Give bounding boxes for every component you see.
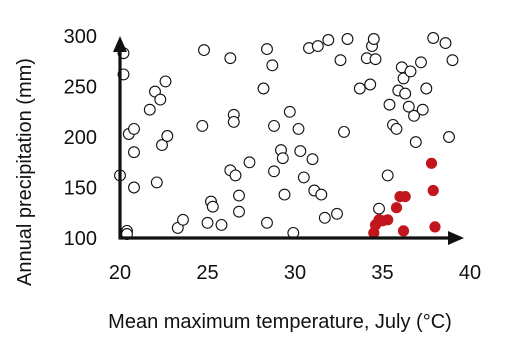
data-point-filled xyxy=(390,202,403,214)
data-point-open xyxy=(408,109,420,122)
data-point-open xyxy=(128,122,140,135)
y-tick-label: 250 xyxy=(64,77,97,99)
data-point-open xyxy=(331,207,343,220)
data-point-open xyxy=(268,119,280,132)
data-point-open xyxy=(161,130,174,142)
y-tick-label: 300 xyxy=(64,26,97,48)
data-point-open xyxy=(416,103,429,116)
data-point-open xyxy=(261,43,273,56)
data-point-open xyxy=(159,75,172,88)
data-point-open xyxy=(233,189,245,202)
x-axis-title: Mean maximum temperature, July (°C) xyxy=(108,311,452,333)
y-tick-label: 100 xyxy=(64,228,97,250)
data-point-open xyxy=(399,87,412,100)
data-point-open xyxy=(201,216,214,229)
data-point-open xyxy=(196,119,209,132)
data-point-open xyxy=(229,169,242,182)
data-point-open xyxy=(177,213,189,226)
x-tick-label: 20 xyxy=(109,262,131,284)
data-point-open xyxy=(294,145,307,158)
data-point-open xyxy=(266,59,279,72)
y-tick-labels: 100 150 200 250 300 xyxy=(64,26,97,250)
data-point-open xyxy=(306,153,319,166)
x-tick-label: 25 xyxy=(196,262,218,284)
data-point-open xyxy=(283,105,296,118)
y-tick-label: 150 xyxy=(64,178,97,200)
data-point-filled xyxy=(429,221,441,233)
data-point-open xyxy=(373,202,385,215)
x-tick-labels: 20 25 30 35 40 xyxy=(109,262,481,284)
data-point-open xyxy=(215,218,228,231)
data-point-open xyxy=(404,65,417,78)
data-point-open xyxy=(261,216,273,229)
y-tick-label: 200 xyxy=(64,127,97,149)
data-point-open xyxy=(318,211,331,224)
data-point-open xyxy=(367,33,380,45)
data-point-open xyxy=(243,156,256,169)
data-point-filled xyxy=(382,214,394,226)
data-point-filled xyxy=(399,191,411,203)
points-layer xyxy=(114,32,459,240)
data-point-open xyxy=(402,100,415,113)
data-point-open xyxy=(353,82,366,95)
data-point-open xyxy=(128,146,140,159)
data-point-open xyxy=(420,82,433,95)
data-point-open xyxy=(276,152,289,165)
data-point-filled xyxy=(425,157,438,169)
x-axis-arrow-icon xyxy=(448,231,464,245)
data-point-open xyxy=(338,125,350,138)
data-point-open xyxy=(341,33,354,45)
data-point-filled xyxy=(427,184,439,197)
x-tick-label: 35 xyxy=(371,262,393,284)
data-point-filled xyxy=(397,225,410,237)
data-point-open xyxy=(278,188,291,201)
data-point-open xyxy=(268,165,280,178)
data-point-open xyxy=(369,53,382,66)
data-point-open xyxy=(150,176,163,189)
data-point-open xyxy=(364,78,377,91)
data-point-open xyxy=(154,93,167,106)
y-axis-title: Annual precipitation (mm) xyxy=(14,58,36,286)
data-point-open xyxy=(381,169,394,182)
data-point-open xyxy=(297,171,310,184)
data-point-open xyxy=(315,188,328,201)
data-point-open xyxy=(334,54,347,67)
data-point-open xyxy=(397,72,410,85)
data-point-open xyxy=(446,54,459,67)
x-tick-label: 30 xyxy=(284,262,306,284)
data-point-open xyxy=(427,32,440,44)
data-point-open xyxy=(233,205,245,218)
data-point-open xyxy=(439,37,452,50)
data-point-open xyxy=(292,122,305,135)
x-tick-label: 40 xyxy=(459,262,481,284)
data-point-open xyxy=(257,82,270,95)
data-point-open xyxy=(206,200,219,213)
data-point-open xyxy=(227,115,240,128)
data-point-open xyxy=(311,40,324,53)
data-point-open xyxy=(322,34,335,46)
data-point-open xyxy=(156,139,168,152)
data-point-open xyxy=(409,136,422,149)
data-point-open xyxy=(415,56,427,69)
data-point-open xyxy=(198,44,210,57)
data-point-open xyxy=(143,103,156,116)
data-point-open xyxy=(383,98,396,111)
data-point-open xyxy=(390,122,403,135)
data-point-open xyxy=(128,181,140,194)
data-point-open xyxy=(443,131,455,143)
data-point-open xyxy=(224,52,237,65)
y-axis-arrow-icon xyxy=(113,36,127,52)
